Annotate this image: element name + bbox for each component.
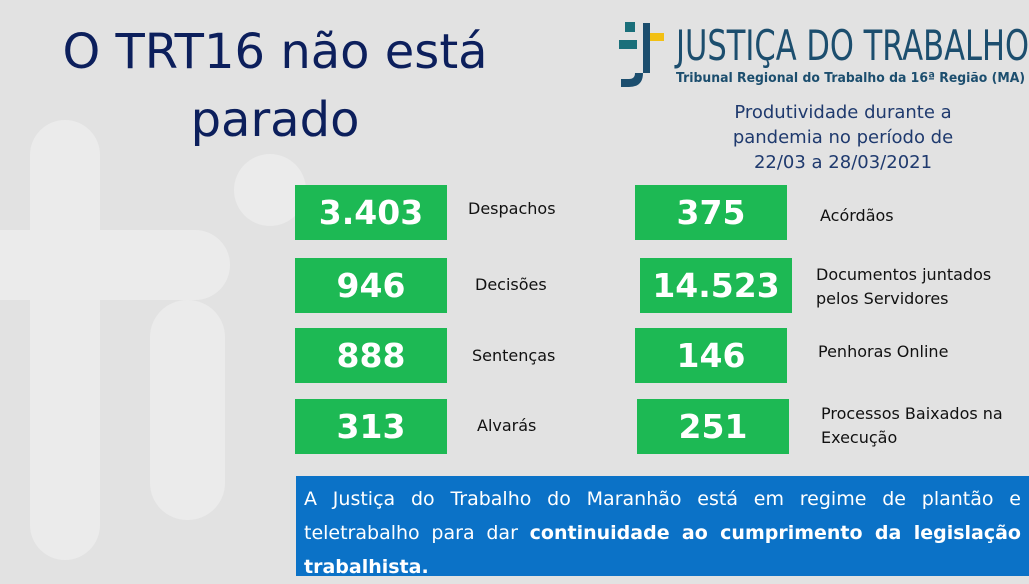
title: O TRT16 não está parado [62, 24, 488, 148]
stat-label: Sentenças [472, 346, 556, 365]
stat-value: 946 [295, 258, 447, 313]
stat-label: Processos Baixados na Execução [821, 404, 1003, 447]
stat-value: 251 [637, 399, 789, 454]
stat-label: Acórdãos [820, 206, 894, 225]
footer-text: A Justiça do Trabalho do Maranhão está e… [304, 488, 1021, 544]
period: Produtividade durante a pandemia no perí… [732, 102, 954, 173]
stat-value: 313 [295, 399, 447, 454]
stat-label: Despachos [468, 199, 556, 218]
stat-value: 888 [295, 328, 447, 383]
logo-icon [619, 22, 664, 87]
stat-value: 3.403 [295, 185, 447, 240]
logo-name: JUSTIÇA DO TRABALHO [674, 21, 1029, 70]
stat-label: Decisões [475, 275, 547, 294]
stat-label: Alvarás [477, 416, 537, 435]
stat-value: 14.523 [640, 258, 792, 313]
footer: A Justiça do Trabalho do Maranhão está e… [296, 476, 1029, 578]
stat-value: 375 [635, 185, 787, 240]
stat-label: Documentos juntados pelos Servidores [816, 265, 992, 308]
stat-label: Penhoras Online [818, 342, 949, 361]
footer-bold: continuidade ao cumprimento da legislaçã… [304, 522, 1021, 578]
logo-subtitle: Tribunal Regional do Trabalho da 16ª Reg… [676, 71, 1025, 86]
stat-value: 146 [635, 328, 787, 383]
